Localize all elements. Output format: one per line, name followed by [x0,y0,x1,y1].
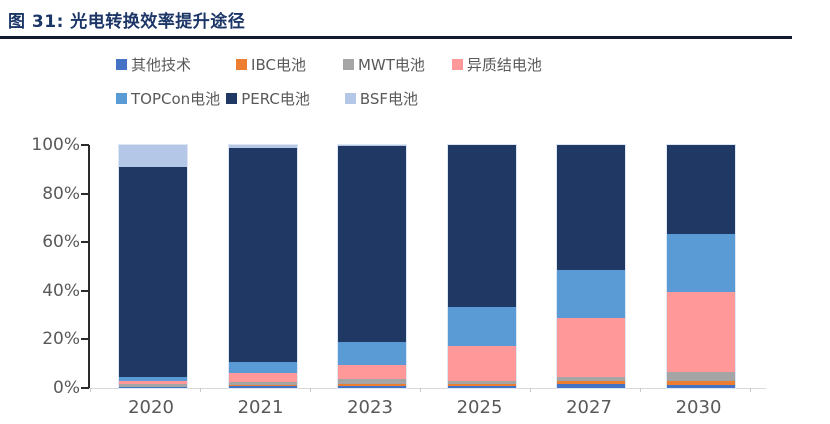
x-axis-tick [310,388,311,392]
legend-item: 异质结电池 [451,54,542,75]
bar-2027 [556,144,626,389]
legend-label: IBC电池 [251,56,306,74]
legend-swatch-icon [342,59,354,70]
bar-segment-IBC电池 [228,385,297,387]
legend-item: TOPCon电池 [116,88,220,109]
legend-label: MWT电池 [357,56,425,74]
bar-segment-其他技术 [228,386,297,388]
y-tick-label: 0% [53,378,80,398]
y-axis-tick [81,192,89,195]
x-axis-tick [530,388,531,392]
y-axis-tick [81,144,89,146]
bar-segment-其他技术 [447,386,516,388]
y-axis-tick [81,338,89,341]
plot-area [81,144,766,392]
x-axis-tick [200,388,201,392]
bar-segment-IBC电池 [119,386,187,388]
figure-header: 图 31: 光电转换效率提升途径 [0,0,792,39]
legend-item: MWT电池 [342,54,425,75]
bar-segment-其他技术 [119,387,187,388]
y-tick-label: 80% [42,183,80,204]
bar-segment-异质结电池 [557,318,625,378]
x-axis-tick [640,388,641,392]
bar-2025 [446,144,517,389]
bar-segment-BSF电池 [119,145,187,167]
bar-segment-PERC电池 [557,145,625,271]
figure-title: 图 31: 光电转换效率提升途径 [8,12,246,32]
x-tick-label: 2020 [128,397,174,418]
legend-label: PERC电池 [241,90,310,108]
bar-2020 [118,144,188,389]
bar-segment-PERC电池 [119,166,187,378]
legend-label: 其他技术 [131,56,192,74]
bar-segment-MWT电池 [338,379,406,385]
y-axis-tick [81,241,89,244]
x-tick-label: 2030 [675,397,722,418]
bar-segment-IBC电池 [338,384,406,387]
legend-swatch-icon [116,59,127,70]
bar-segment-MWT电池 [119,384,187,387]
bar-segment-TOPCon电池 [228,361,297,373]
x-axis-tick [750,388,751,392]
bar-segment-TOPCon电池 [557,270,625,319]
bar-segment-BSF电池 [338,145,406,147]
legend-swatch-icon [226,93,238,104]
legend-swatch-icon [344,93,356,104]
x-axis-tick [90,388,91,392]
bar-segment-异质结电池 [447,345,516,382]
bar-segment-异质结电池 [338,364,406,380]
bar-segment-其他技术 [666,384,735,388]
legend-item: 其他技术 [116,54,191,75]
bar-segment-PERC电池 [666,145,735,234]
bar-segment-IBC电池 [666,381,735,385]
x-axis-tick [420,388,421,392]
bar-segment-其他技术 [557,383,625,388]
legend-label: BSF电池 [359,90,419,108]
x-tick-label: 2027 [566,397,612,418]
legend-row: TOPCon电池 PERC电池 BSF电池 [116,88,542,109]
x-axis-line [88,388,766,389]
bar-segment-异质结电池 [666,292,735,373]
bar-segment-异质结电池 [119,381,187,385]
bar-segment-MWT电池 [228,382,297,386]
bar-segment-PERC电池 [228,147,297,362]
bar-segment-IBC电池 [557,381,625,384]
bar-segment-PERC电池 [338,146,406,342]
bar-2021 [227,144,298,389]
bar-segment-TOPCon电池 [666,233,735,293]
chart-legend: 其他技术 IBC电池 MWT电池 异质结电池 TOPCon电池 PERC电池 BSF电池 [116,54,542,122]
legend-item: PERC电池 [226,88,310,109]
bar-segment-其他技术 [338,386,406,388]
legend-label: TOPCon电池 [131,90,221,108]
y-tick-label: 20% [42,329,80,350]
x-tick-label: 2023 [347,397,393,418]
legend-swatch-icon [116,93,127,104]
bar-segment-TOPCon电池 [119,377,187,382]
bar-2023 [337,144,407,389]
bar-segment-MWT电池 [557,377,625,382]
legend-label: 异质结电池 [466,56,542,74]
legend-swatch-icon [451,59,463,70]
bar-segment-TOPCon电池 [447,307,516,346]
legend-swatch-icon [236,59,248,70]
bar-segment-PERC电池 [447,145,516,308]
legend-item: IBC电池 [236,54,306,75]
bar-segment-BSF电池 [228,145,297,148]
bar-segment-MWT电池 [666,372,735,382]
y-tick-label: 100% [31,135,80,155]
bar-2030 [665,144,736,389]
bar-segment-异质结电池 [228,372,297,383]
legend-item: BSF电池 [344,88,419,109]
bar-segment-TOPCon电池 [338,341,406,365]
y-axis-tick [81,289,89,292]
legend-row: 其他技术 IBC电池 MWT电池 异质结电池 [116,54,542,75]
bar-segment-MWT电池 [447,381,516,385]
x-tick-label: 2021 [237,397,284,418]
bar-segment-IBC电池 [447,384,516,387]
x-tick-label: 2025 [456,397,503,418]
y-tick-label: 60% [42,232,80,253]
y-tick-label: 40% [42,280,80,301]
y-axis-tick [81,387,89,389]
